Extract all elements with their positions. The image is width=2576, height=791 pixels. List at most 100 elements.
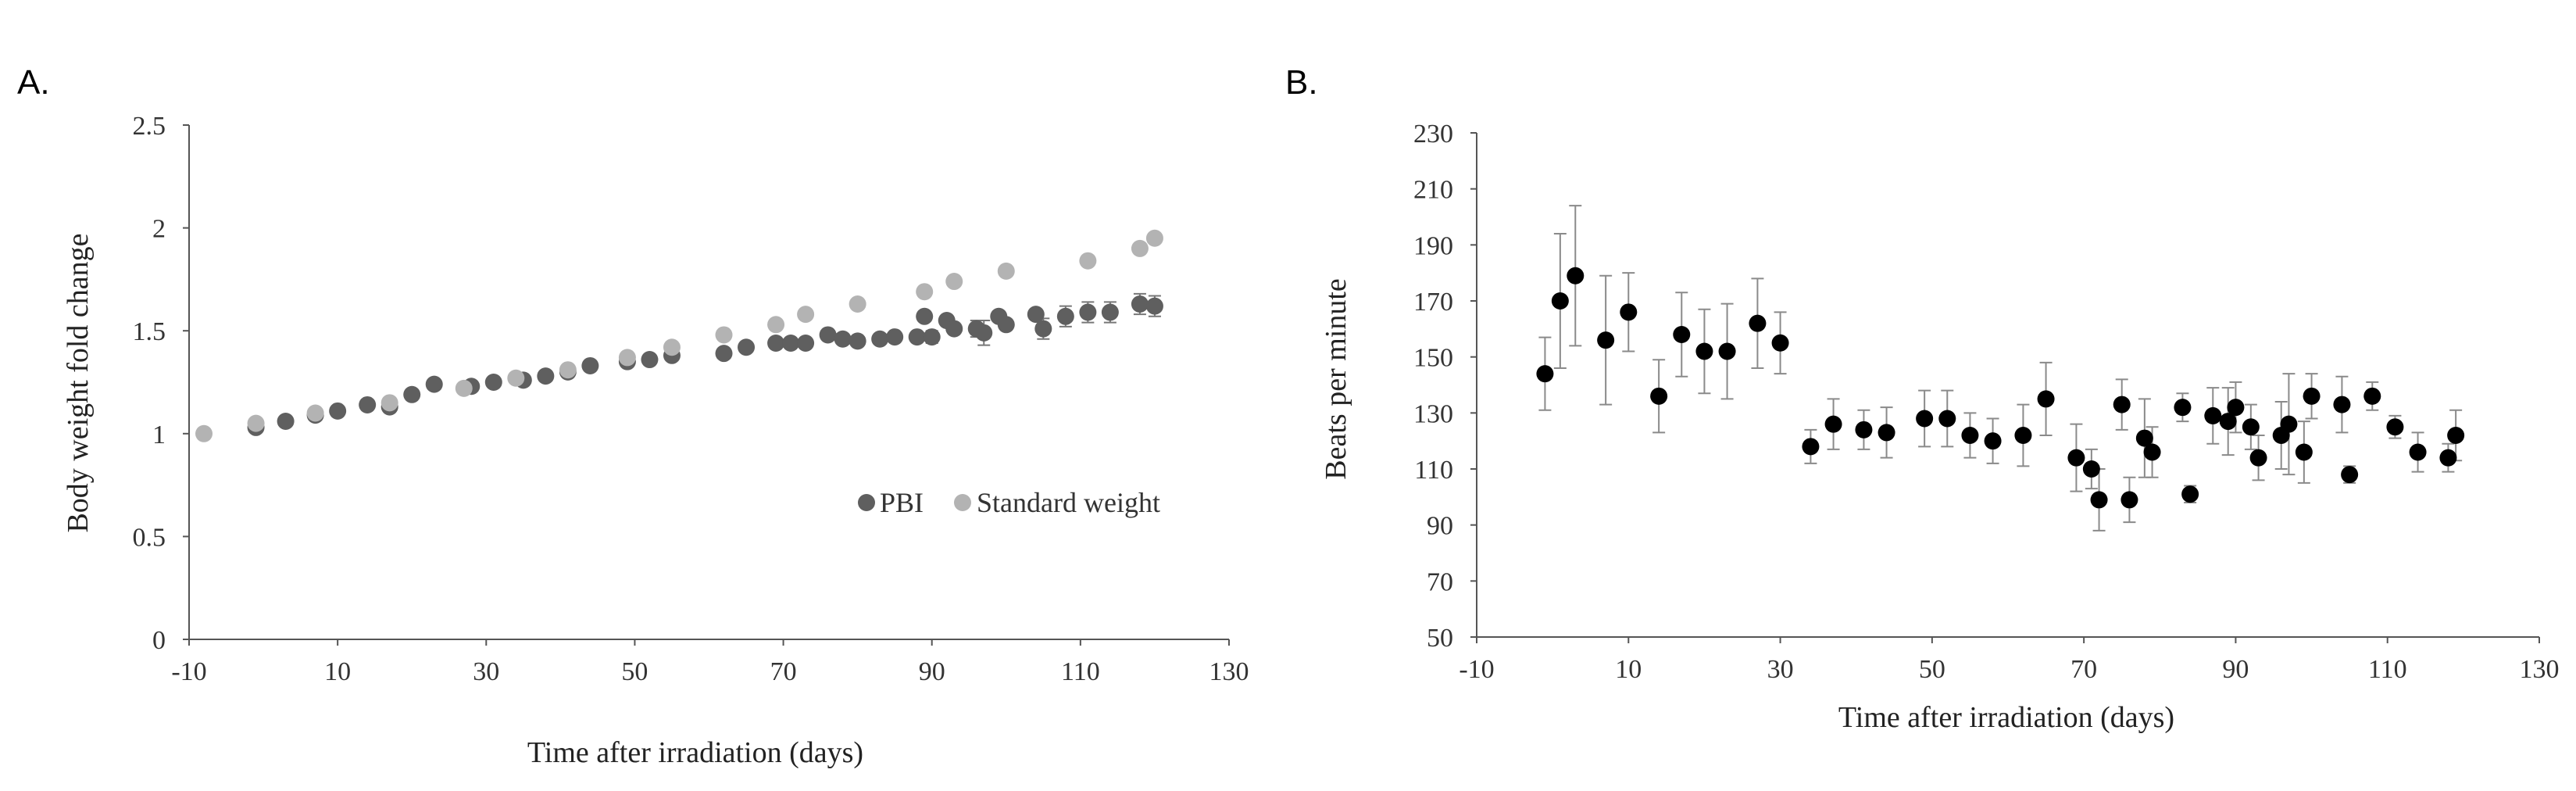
chart-a-point-pbi: [738, 338, 756, 356]
chart-a-x-tick-label: 10: [324, 657, 351, 686]
legend-label-standard-weight: Standard weight: [977, 487, 1160, 518]
chart-b-point-beats-per-minute: [1597, 331, 1615, 349]
chart-a-y-tick-label: 0.5: [133, 523, 166, 552]
chart-a-point-pbi: [975, 324, 993, 342]
chart-a-y-axis-title: Body weight fold change: [62, 233, 95, 532]
chart-a-point-standard-weight: [507, 369, 525, 387]
chart-b-point-beats-per-minute: [1749, 314, 1767, 332]
chart-a-x-tick-label: 30: [473, 657, 499, 686]
chart-a-point-standard-weight: [767, 316, 785, 334]
chart-b-y-tick-label: 190: [1413, 231, 1453, 260]
chart-b-x-axis-title: Time after irradiation (days): [1838, 701, 2174, 734]
chart-a-point-pbi: [849, 332, 866, 350]
chart-a-x-tick-label: 50: [621, 657, 648, 686]
chart-a-point-standard-weight: [455, 379, 473, 397]
chart-a-point-pbi: [1145, 297, 1163, 315]
chart-b-y-tick-label: 130: [1413, 399, 1453, 428]
chart-a-point-pbi: [834, 330, 852, 348]
chart-a-point-pbi: [1131, 295, 1149, 313]
chart-b-point-beats-per-minute: [2204, 406, 2222, 424]
chart-a-y-tick-label: 1: [152, 421, 166, 449]
chart-a-point-pbi: [1034, 320, 1052, 338]
chart-a-point-pbi: [871, 330, 889, 348]
chart-b-point-beats-per-minute: [1984, 432, 2002, 450]
chart-a-point-pbi: [715, 345, 733, 363]
chart-a-point-standard-weight: [1145, 229, 1163, 247]
chart-a-point-pbi: [425, 375, 443, 393]
chart-b-point-beats-per-minute: [2090, 491, 2108, 509]
panel-b-label: B.: [1285, 63, 1318, 102]
chart-b-x-tick-label: 50: [1919, 655, 1945, 684]
chart-a-point-standard-weight: [1079, 252, 1097, 270]
chart-b-point-beats-per-minute: [1567, 267, 1585, 285]
chart-b-point-beats-per-minute: [2333, 396, 2351, 413]
chart-b-y-tick-label: 90: [1427, 512, 1453, 541]
chart-b-point-beats-per-minute: [2280, 415, 2298, 433]
chart-a-y-tick-label: 2: [152, 215, 166, 244]
chart-b-y-tick-label: 110: [1414, 456, 1453, 485]
chart-b-point-beats-per-minute: [1695, 342, 1713, 360]
chart-b-point-beats-per-minute: [1650, 387, 1668, 405]
chart-a-point-pbi: [1056, 307, 1074, 325]
chart-b-point-beats-per-minute: [2386, 418, 2404, 436]
chart-b-point-beats-per-minute: [1824, 415, 1842, 433]
chart-b-x-tick-label: 70: [2070, 655, 2097, 684]
chart-b-x-tick-label: 90: [2222, 655, 2249, 684]
chart-a-point-pbi: [1027, 306, 1045, 324]
chart-b-x-tick-label: 10: [1615, 655, 1642, 684]
chart-b-point-beats-per-minute: [2181, 485, 2199, 503]
chart-a-point-standard-weight: [997, 262, 1015, 280]
chart-b-point-beats-per-minute: [2242, 418, 2260, 436]
chart-a-point-pbi: [329, 402, 347, 420]
chart-b-y-tick-label: 50: [1427, 624, 1453, 653]
chart-a-point-pbi: [359, 396, 377, 413]
chart-b-point-beats-per-minute: [2227, 399, 2245, 417]
chart-a-point-standard-weight: [618, 349, 636, 367]
chart-b-point-beats-per-minute: [2135, 429, 2153, 447]
chart-b-point-beats-per-minute: [2037, 390, 2055, 408]
chart-a-point-pbi: [886, 328, 904, 346]
chart-b-point-beats-per-minute: [2409, 443, 2427, 461]
chart-a-y-tick-label: 2.5: [133, 112, 166, 141]
chart-b-point-beats-per-minute: [2120, 491, 2138, 509]
legend-label-pbi: PBI: [880, 487, 924, 518]
chart-a-point-standard-weight: [381, 394, 398, 412]
chart-a-point-pbi: [581, 356, 599, 374]
chart-b-point-beats-per-minute: [1620, 303, 1638, 321]
chart-b-y-tick-label: 70: [1427, 567, 1453, 596]
chart-a-point-pbi: [641, 351, 659, 369]
chart-b-y-tick-label: 170: [1413, 288, 1453, 317]
chart-a-point-pbi: [403, 385, 421, 403]
chart-a-point-standard-weight: [306, 404, 324, 422]
chart-b: B. 50 70 90 110 130 150 170 190 210 230 -10 10 30 50…: [1285, 63, 2560, 734]
chart-b-point-beats-per-minute: [2341, 466, 2359, 484]
chart-b-point-beats-per-minute: [2219, 413, 2237, 431]
chart-b-point-beats-per-minute: [1855, 421, 1873, 438]
chart-b-point-beats-per-minute: [2295, 443, 2313, 461]
chart-a-point-pbi: [1079, 303, 1097, 321]
chart-b-point-beats-per-minute: [1916, 410, 1934, 428]
chart-b-point-beats-per-minute: [1961, 427, 1979, 444]
chart-b-point-beats-per-minute: [2439, 449, 2457, 467]
chart-a-point-standard-weight: [247, 414, 265, 432]
chart-b-point-beats-per-minute: [1551, 292, 1569, 310]
chart-a-x-axis-title: Time after irradiation (days): [527, 736, 863, 769]
chart-a-point-pbi: [908, 328, 926, 346]
chart-a-point-standard-weight: [849, 295, 866, 313]
chart-b-point-beats-per-minute: [1718, 342, 1736, 360]
chart-b-y-axis-title: Beats per minute: [1320, 278, 1352, 479]
chart-b-point-beats-per-minute: [1878, 424, 1895, 442]
chart-b-y-tick-label: 210: [1413, 176, 1453, 205]
chart-b-point-beats-per-minute: [1771, 334, 1789, 352]
chart-a-point-pbi: [997, 316, 1015, 334]
chart-a-y-tick-label: 1.5: [133, 317, 166, 346]
chart-b-point-beats-per-minute: [2113, 396, 2131, 413]
chart-a-legend: PBI Standard weight: [858, 487, 1160, 518]
chart-b-y-tick-label: 230: [1413, 120, 1453, 149]
chart-a-point-pbi: [537, 367, 555, 385]
chart-b-point-beats-per-minute: [2082, 460, 2100, 478]
chart-a-point-pbi: [916, 307, 934, 325]
chart-b-point-beats-per-minute: [2447, 427, 2465, 444]
chart-a-point-pbi: [767, 334, 785, 352]
chart-a-point-standard-weight: [663, 338, 681, 356]
